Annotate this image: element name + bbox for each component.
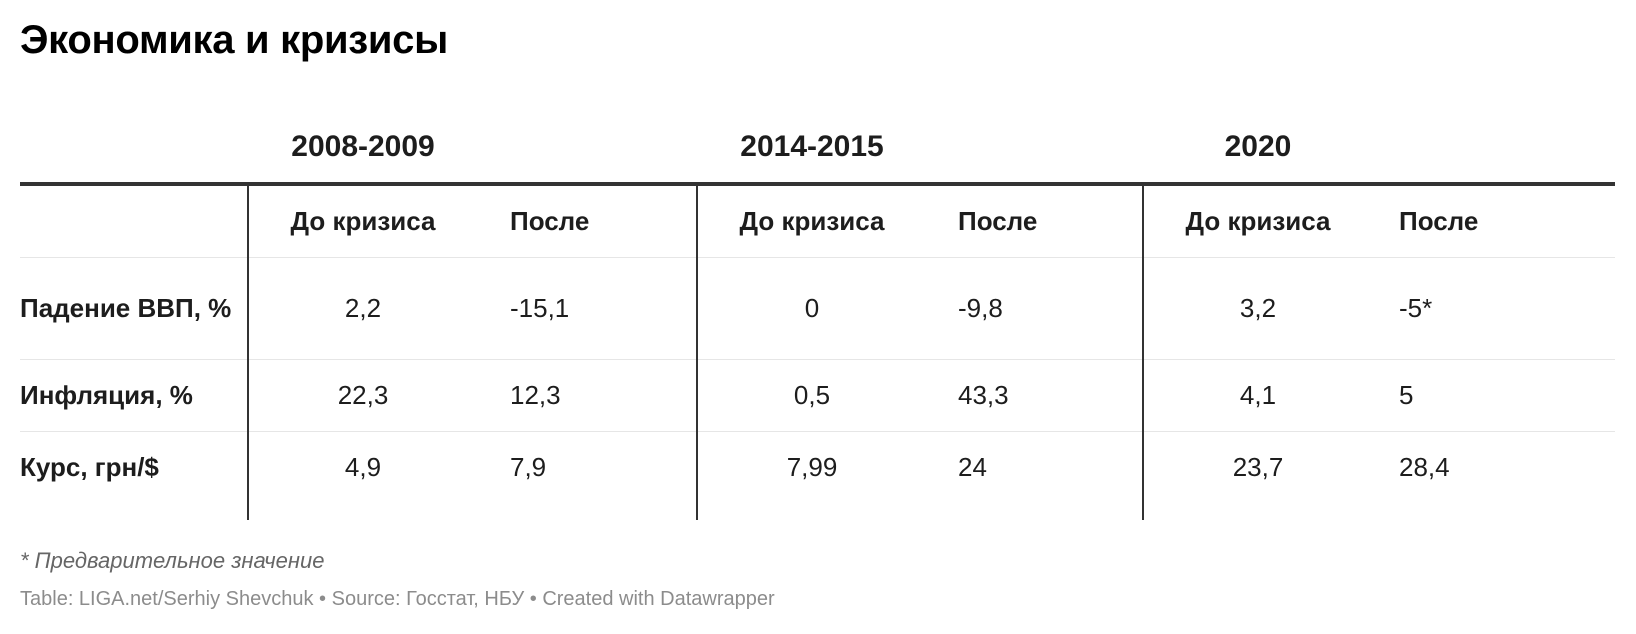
table-cell: 3,2	[1239, 293, 1277, 323]
table-cell: 28,4	[1399, 452, 1450, 482]
subheader-before: До кризиса	[1185, 206, 1331, 236]
subheader-after: После	[958, 206, 1038, 236]
table-cell: 24	[958, 452, 987, 482]
page-title: Экономика и кризисы	[20, 18, 448, 62]
subheader-after: После	[510, 206, 590, 236]
table-row: Падение ВВП, % 2,2 -15,1 0 -9,8 3,2 -5*	[20, 258, 1615, 360]
group-divider	[1142, 186, 1144, 520]
group-header-2008-2009: 2008-2009	[291, 130, 435, 163]
table-cell: 7,99	[786, 452, 838, 482]
table-cell: 22,3	[337, 380, 389, 410]
table-cell: -5*	[1399, 293, 1433, 323]
table-cell: 2,2	[344, 293, 382, 323]
table-cell: 4,9	[344, 452, 382, 482]
subheader-row: До кризиса После До кризиса После До кри…	[20, 186, 1615, 258]
group-header-2020: 2020	[1224, 130, 1292, 163]
table-cell: 5	[1399, 380, 1414, 410]
table-cell: -15,1	[510, 293, 570, 323]
source-footer: Table: LIGA.net/Serhiy Shevchuk • Source…	[20, 588, 775, 610]
table-cell: 23,7	[1232, 452, 1284, 482]
group-divider	[696, 186, 698, 520]
table-cell: 0	[804, 293, 820, 323]
footnote: * Предварительное значение	[20, 548, 325, 573]
table-cell: 12,3	[510, 380, 561, 410]
subheader-after: После	[1399, 206, 1479, 236]
table-cell: 0,5	[793, 380, 831, 410]
row-label: Падение ВВП, %	[20, 293, 232, 323]
table-cell: 43,3	[958, 380, 1009, 410]
table-cell: 7,9	[510, 452, 547, 482]
row-label: Курс, грн/$	[20, 452, 159, 482]
subheader-before: До кризиса	[290, 206, 436, 236]
table-row: Инфляция, % 22,3 12,3 0,5 43,3 4,1 5	[20, 360, 1615, 432]
data-table: 2008-2009 2014-2015 2020 До кризиса Посл…	[20, 110, 1615, 520]
table-cell: -9,8	[958, 293, 1003, 323]
subheader-before: До кризиса	[739, 206, 885, 236]
table-row: Курс, грн/$ 4,9 7,9 7,99 24 23,7 28,4	[20, 432, 1615, 503]
group-header-row: 2008-2009 2014-2015 2020	[20, 110, 1615, 186]
table-cell: 4,1	[1239, 380, 1277, 410]
group-header-2014-2015: 2014-2015	[740, 130, 884, 163]
row-label: Инфляция, %	[20, 380, 193, 410]
group-divider	[247, 186, 249, 520]
